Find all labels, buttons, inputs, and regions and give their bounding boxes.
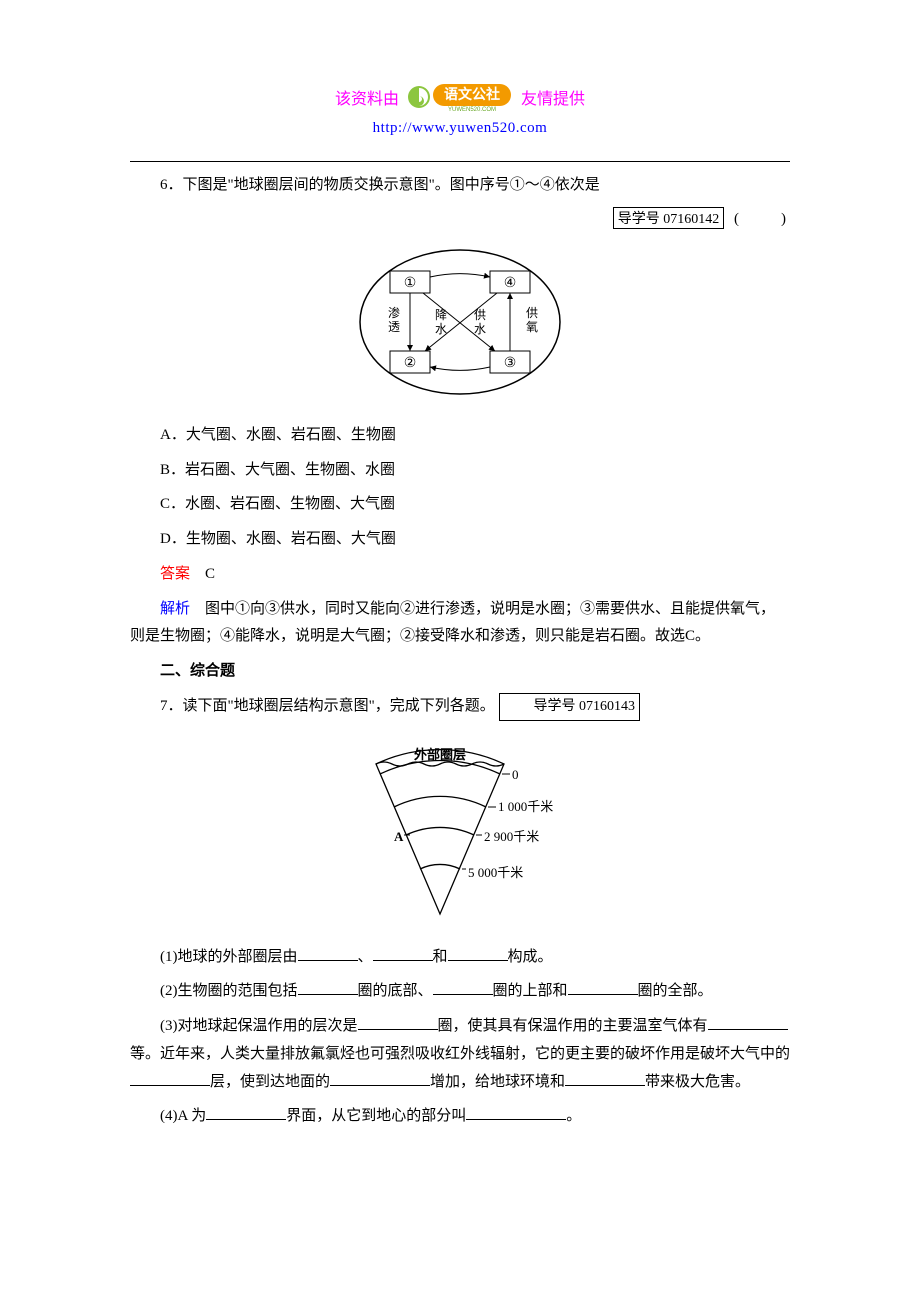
svg-text:降: 降	[435, 308, 447, 322]
q6-paren: ( )	[734, 211, 790, 227]
answer-label: 答案	[160, 566, 190, 582]
fig7-d0: 0	[512, 767, 519, 782]
fig7-outer-label: 外部圈层	[413, 747, 466, 762]
q6-answer: 答案 C	[130, 561, 790, 589]
blank[interactable]	[330, 1070, 430, 1086]
q6-optA: A．大气圈、水圈、岩石圈、生物圈	[130, 422, 790, 450]
blank[interactable]	[708, 1014, 788, 1030]
fig6-node4: ④	[504, 276, 517, 291]
fig6-node1: ①	[404, 276, 417, 291]
q7-p3: (3)对地球起保温作用的层次是圈，使其具有保温作用的主要温室气体有等。近年来，人…	[130, 1013, 790, 1096]
q7-stem: 7．读下面"地球圈层结构示意图"，完成下列各题。 导学号 07160143	[130, 693, 790, 721]
fig7-d2: 2 900千米	[484, 829, 539, 844]
q6-figure: ① ④ ② ③ 渗 透 供	[130, 237, 790, 412]
q7-daoxue: 导学号 07160143	[499, 693, 641, 721]
q6-optB: B．岩石圈、大气圈、生物圈、水圈	[130, 457, 790, 485]
q6-daoxue-row: 导学号 07160142 ( )	[130, 207, 790, 229]
header-left-text: 该资料由	[335, 85, 399, 109]
svg-text:水: 水	[435, 322, 447, 336]
explain-label: 解析	[160, 601, 190, 617]
blank[interactable]	[130, 1070, 210, 1086]
logo-text-sub: YUWEN520.COM	[448, 107, 496, 113]
header-right-text: 友情提供	[521, 85, 585, 109]
blank[interactable]	[433, 979, 493, 995]
svg-text:水: 水	[474, 322, 486, 336]
section2-title: 二、综合题	[130, 658, 790, 686]
q7-stem-text: 7．读下面"地球圈层结构示意图"，完成下列各题。	[160, 698, 495, 714]
q7-figure: 外部圈层 0 1 000千米 2 900千米 5 000千米 A	[130, 729, 790, 934]
fig6-shentou2: 透	[388, 320, 400, 334]
explain-text: 图中①向③供水，同时又能向②进行渗透，说明是水圈；③需要供水、且能提供氧气，则是…	[130, 601, 775, 645]
q7-p4: (4)A 为界面，从它到地心的部分叫。	[130, 1103, 790, 1131]
header-url: http://www.yuwen520.com	[130, 120, 790, 137]
fig6-gongyang2: 氧	[526, 320, 538, 334]
q6-optC: C．水圈、岩石圈、生物圈、大气圈	[130, 491, 790, 519]
fig6-shentou1: 渗	[388, 305, 400, 320]
blank[interactable]	[568, 979, 638, 995]
fig6-node2: ②	[404, 356, 417, 371]
q7-p1: (1)地球的外部圈层由、和构成。	[130, 944, 790, 972]
q6-explain: 解析 图中①向③供水，同时又能向②进行渗透，说明是水圈；③需要供水、且能提供氧气…	[130, 596, 790, 652]
blank[interactable]	[466, 1104, 566, 1120]
blank[interactable]	[298, 979, 358, 995]
q6-optD: D．生物圈、水圈、岩石圈、大气圈	[130, 526, 790, 554]
q6-stem: 6．下图是"地球圈层间的物质交换示意图"。图中序号①～④依次是	[130, 172, 790, 200]
fig7-d3: 5 000千米	[468, 865, 523, 880]
logo: 语文公社 YUWEN520.COM	[405, 80, 515, 114]
blank[interactable]	[565, 1070, 645, 1086]
fig6-node3: ③	[504, 356, 517, 371]
fig7-A: A	[394, 829, 404, 844]
blank[interactable]	[358, 1014, 438, 1030]
fig7-d1: 1 000千米	[498, 799, 553, 814]
q6-daoxue: 导学号 07160142	[613, 207, 725, 229]
svg-text:供: 供	[474, 308, 486, 322]
logo-text-main: 语文公社	[444, 86, 500, 102]
fig6-gongyang1: 供	[526, 306, 538, 320]
blank[interactable]	[373, 945, 433, 961]
header-rule	[130, 161, 790, 162]
q7-p2: (2)生物圈的范围包括圈的底部、圈的上部和圈的全部。	[130, 978, 790, 1006]
blank[interactable]	[298, 945, 358, 961]
answer-value: C	[190, 566, 215, 582]
blank[interactable]	[448, 945, 508, 961]
blank[interactable]	[206, 1104, 286, 1120]
page-header: 该资料由 语文公社 YUWEN520.COM 友情提供 http://www.y…	[130, 80, 790, 137]
